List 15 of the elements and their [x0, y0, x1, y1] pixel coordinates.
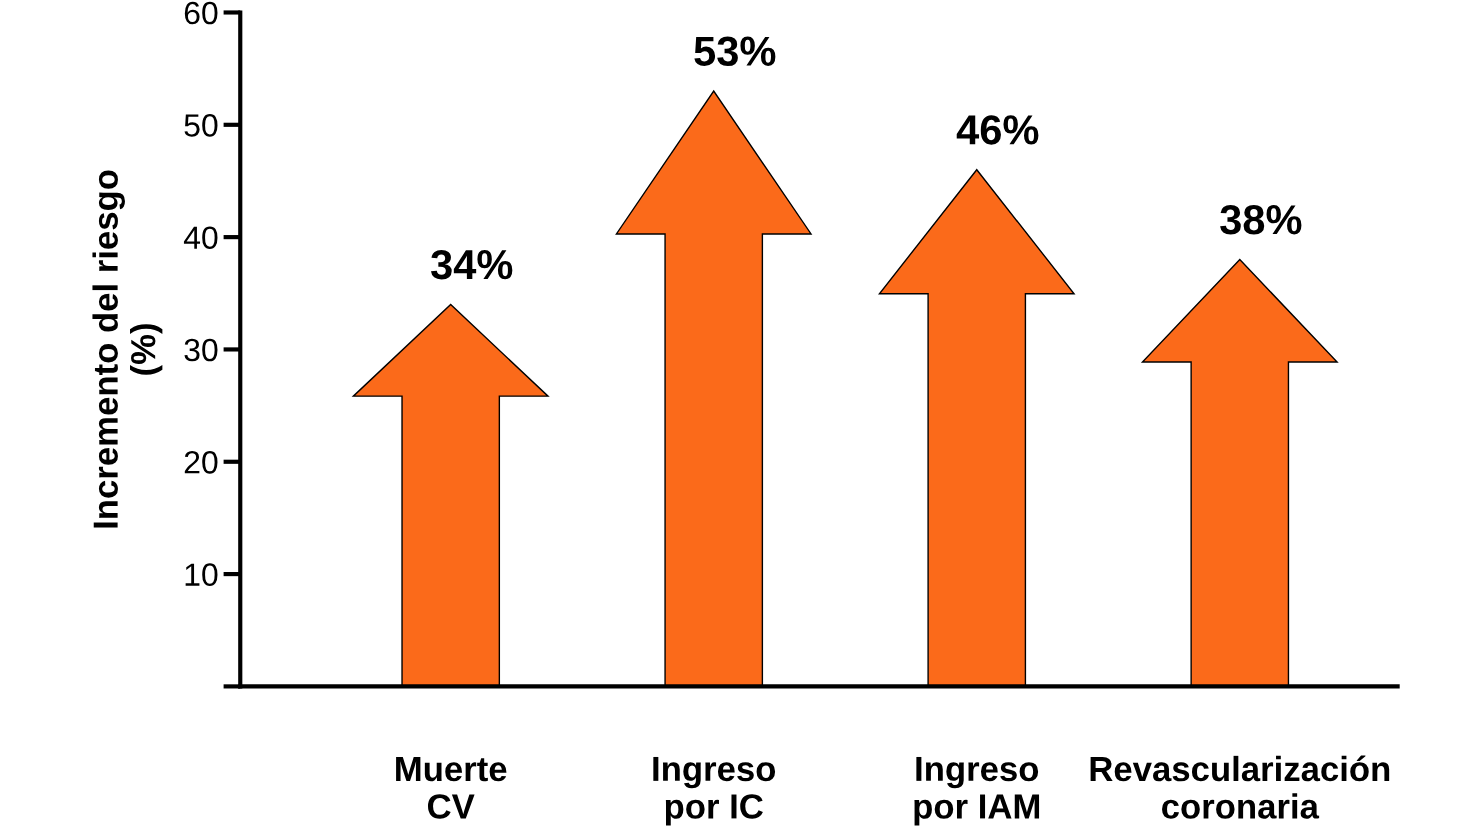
x-tick-label: Revascularización coronaria — [1090, 755, 1390, 819]
x-tick-label: Muerte CV — [396, 757, 507, 819]
y-tick-label: 30 — [184, 338, 218, 362]
data-label: 38% — [1220, 205, 1302, 235]
y-axis-title: Incremento del riesgo (%) — [92, 170, 163, 528]
x-tick-label: Ingreso por IC — [653, 756, 776, 826]
y-tick-label: 40 — [183, 226, 218, 250]
data-label: 46% — [956, 115, 1039, 145]
y-tick-label: 60 — [184, 1, 218, 25]
y-tick-label: 50 — [184, 114, 218, 137]
data-label: 34% — [430, 249, 513, 280]
data-label: 53% — [694, 36, 776, 67]
y-tick-label: 20 — [184, 451, 218, 474]
y-tick-label: 10 — [185, 563, 218, 586]
x-tick-label: Ingreso por IAM — [914, 756, 1040, 826]
